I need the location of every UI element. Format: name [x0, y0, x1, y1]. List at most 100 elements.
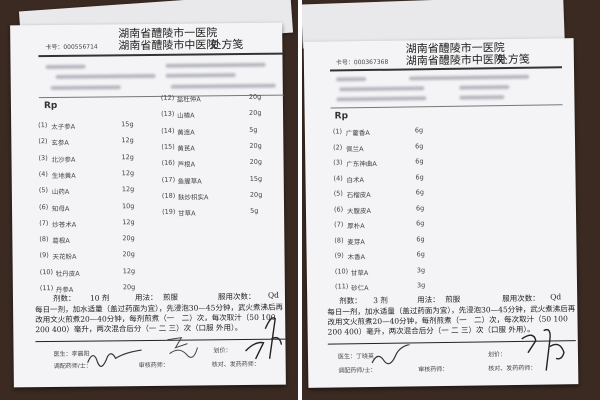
signature-dispenser	[87, 349, 142, 367]
divider	[330, 104, 563, 109]
item-number: (1)	[38, 121, 48, 130]
herb-dose: 6g	[415, 157, 424, 166]
card-number: 卡号：000556714	[45, 43, 98, 52]
herb-name: 广东神曲A	[346, 159, 377, 169]
herb-name: 牡丹皮A	[55, 269, 80, 278]
herb-name: 广藿香A	[345, 128, 370, 138]
herb-dose: 20g	[122, 283, 136, 292]
item-number: (14)	[161, 126, 175, 135]
herb-name: 大腹皮A	[346, 206, 371, 215]
herb-name: 山药A	[51, 188, 70, 197]
herb-dose: 20g	[248, 92, 262, 101]
item-number: (8)	[334, 235, 344, 244]
signature-checker	[521, 328, 565, 371]
herb-dose: 15g	[121, 120, 134, 129]
herb-dose: 20g	[249, 109, 262, 118]
redacted-info	[336, 96, 427, 102]
herb-name: 黄连A	[177, 128, 195, 137]
hospital-name-2: 湖南省醴陵市中医院	[118, 38, 218, 53]
redacted-info	[409, 74, 530, 81]
item-number: (3)	[333, 158, 343, 167]
redacted-info	[459, 85, 510, 90]
item-number: (5)	[38, 186, 49, 195]
header-rule	[329, 66, 562, 72]
redacted-info	[170, 83, 276, 89]
prescription-left: 卡号：000556714 湖南省醴陵市一医院 湖南省醴陵市中医院 处方笺 Rp …	[10, 22, 286, 388]
frequency-label: 服用次数：	[217, 291, 256, 302]
doses-value: 10 剂	[89, 293, 110, 303]
rp-label: Rp	[334, 111, 349, 122]
herb-name: 甘草A	[350, 268, 369, 277]
herb-dose: 5g	[250, 206, 259, 216]
herb-name: 玄参A	[51, 139, 69, 148]
herb-name: 炒苍术A	[52, 220, 77, 229]
herb-name: 砂仁A	[350, 284, 369, 293]
usage-value: 煎服	[162, 292, 179, 302]
herb-dose: 20g	[122, 234, 135, 243]
doses-value: 3 剂	[373, 295, 388, 305]
herb-dose: 6g	[416, 219, 425, 228]
redacted-info	[55, 73, 156, 79]
herb-dose: 6g	[415, 141, 424, 150]
usage-value: 煎服	[445, 294, 461, 304]
herb-name: 北沙参A	[51, 155, 76, 164]
item-number: (4)	[38, 169, 48, 179]
herb-dose: 20g	[249, 157, 263, 167]
right-photo: 卡号：000367368 湖南省醴陵市一医院 湖南省醴陵市中医院 处方笺 Rp …	[302, 0, 600, 400]
item-number: (10)	[39, 267, 54, 276]
redacted-info	[45, 64, 86, 70]
redacted-info	[165, 62, 266, 68]
herb-name: 山楂A	[177, 111, 195, 120]
item-number: (19)	[162, 207, 176, 216]
header-rule	[38, 52, 284, 58]
usage-label: 用法：	[417, 295, 440, 305]
herb-dose: 6g	[415, 172, 424, 181]
redacted-info	[165, 73, 236, 78]
signature-checker	[245, 317, 283, 360]
redacted-info	[459, 95, 505, 100]
item-number: (11)	[39, 283, 54, 293]
herb-name: 太子参A	[51, 122, 76, 132]
herb-name: 芦根A	[177, 160, 196, 169]
herb-name: 麸炒枳实A	[177, 193, 209, 202]
item-number: (13)	[161, 110, 175, 119]
herb-name: 佩兰A	[346, 144, 364, 153]
reviewer: 审核药师：	[418, 365, 449, 374]
usage-label: 用法：	[134, 292, 158, 303]
item-number: (9)	[334, 251, 344, 260]
prescription-right: 卡号：000367368 湖南省醴陵市一医院 湖南省醴陵市中医院 处方笺 Rp …	[303, 38, 579, 388]
item-number: (7)	[334, 220, 344, 229]
signature-dispenser	[371, 344, 410, 365]
redacted-info	[339, 86, 425, 92]
herb-name: 生地黄A	[51, 171, 76, 180]
signature-reviewer	[167, 337, 198, 358]
herb-dose: 20g	[122, 250, 135, 259]
redacted-info	[50, 85, 121, 91]
frequency-value: Qd	[267, 290, 279, 300]
herb-dose: 6g	[416, 250, 425, 259]
item-number: (5)	[333, 189, 343, 198]
herb-dose: 12g	[121, 136, 134, 145]
herb-dose: 15g	[249, 174, 263, 183]
doses-label: 剂数：	[339, 296, 362, 306]
item-number: (4)	[333, 173, 343, 182]
redacted-info	[336, 77, 367, 82]
herb-dose: 6g	[416, 234, 425, 243]
item-number: (6)	[38, 202, 49, 211]
rp-label: Rp	[43, 100, 58, 112]
form-title: 处方笺	[210, 37, 244, 52]
herb-dose: 6g	[415, 188, 425, 197]
herb-name: 黄芪A	[177, 144, 195, 153]
herb-name: 石榴皮A	[346, 190, 371, 200]
herb-name: 天花粉A	[52, 253, 77, 262]
item-number: (3)	[38, 153, 48, 162]
hospital-name-2: 湖南省醴陵市中医院	[405, 53, 505, 68]
item-number: (9)	[39, 251, 49, 260]
herb-name: 麦芽A	[347, 237, 365, 246]
frequency-value: Qd	[550, 292, 562, 302]
item-number: (1)	[332, 127, 343, 136]
frequency-label: 服用次数：	[502, 293, 540, 304]
item-number: (7)	[39, 218, 49, 227]
herb-dose: 5g	[249, 125, 258, 134]
item-number: (2)	[38, 137, 48, 146]
